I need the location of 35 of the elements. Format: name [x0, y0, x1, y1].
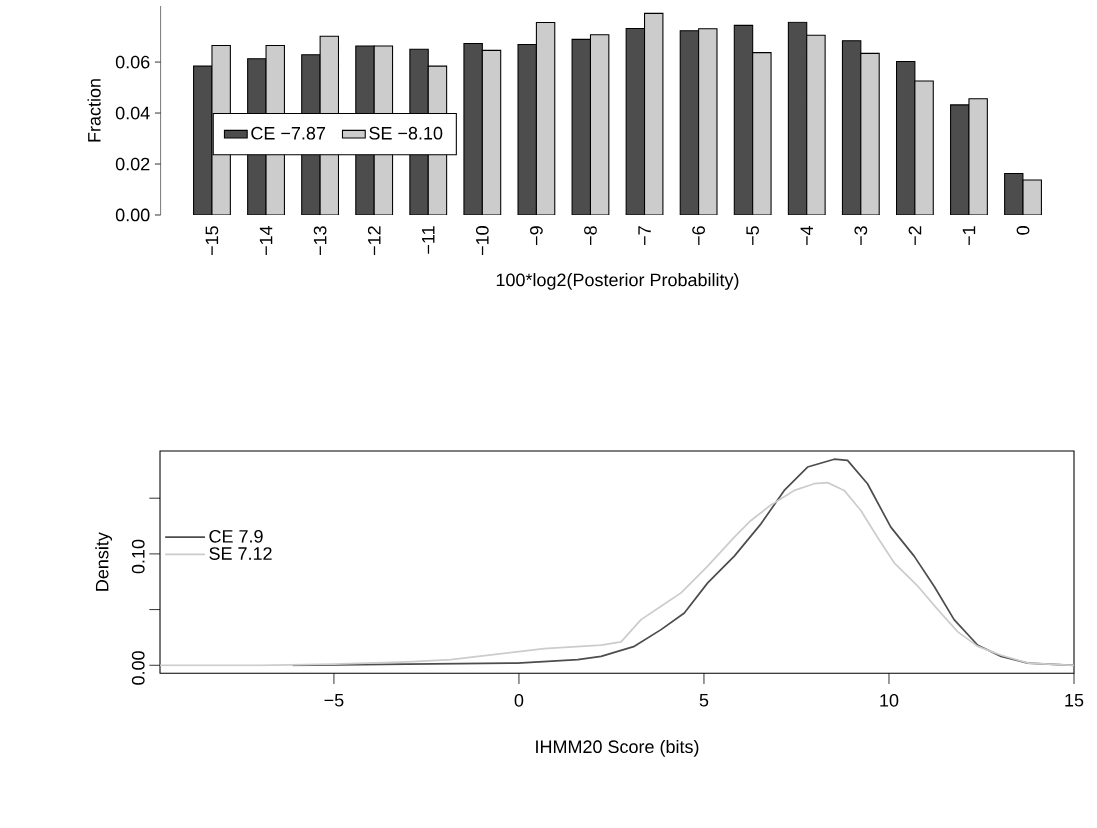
- x-tick-label: −1: [962, 226, 976, 246]
- x-tick-label: 0: [514, 694, 524, 707]
- x-tick-label: −3: [854, 226, 868, 246]
- x-tick-label: −7: [638, 226, 651, 246]
- x-tick-label: −11: [422, 226, 435, 254]
- y-tick-label: 0.06: [115, 55, 150, 69]
- x-tick-label: −15: [205, 226, 219, 256]
- x-tick-label: −9: [530, 226, 543, 246]
- y-tick-label: 0.02: [115, 157, 150, 171]
- x-tick-label: 5: [699, 694, 709, 707]
- x-tick-label: −6: [692, 226, 705, 246]
- x-tick-label: −5: [746, 226, 759, 246]
- x-tick-label: −13: [313, 226, 327, 256]
- x-tick-label: −10: [475, 226, 489, 256]
- y-tick-label: 0.04: [115, 106, 150, 120]
- legend-label: SE −8.10: [369, 126, 443, 140]
- y-tick-label: 0.00: [131, 651, 145, 685]
- x-axis-title: IHMM20 Score (bits): [536, 739, 699, 757]
- y-tick-label: 0.00: [115, 208, 150, 222]
- x-tick-label: −2: [908, 226, 922, 246]
- x-tick-label: −4: [800, 225, 813, 246]
- x-tick-label: −8: [584, 226, 597, 246]
- x-tick-label: −12: [367, 226, 381, 256]
- y-axis-title: Density: [95, 532, 113, 591]
- legend-label: CE −7.87: [251, 126, 326, 140]
- x-axis-title: 100*log2(Posterior Probability): [496, 273, 739, 290]
- y-axis-title: Fraction: [87, 79, 101, 142]
- x-tick-label: 0: [1016, 226, 1030, 235]
- x-tick-label: 15: [1065, 694, 1084, 707]
- legend-label: SE 7.12: [209, 547, 272, 560]
- x-tick-label: −5: [324, 694, 344, 707]
- legend-label: CE 7.9: [209, 529, 263, 543]
- y-tick-label: 0.10: [131, 539, 145, 574]
- x-tick-label: −14: [259, 225, 273, 256]
- x-tick-label: 10: [880, 694, 899, 707]
